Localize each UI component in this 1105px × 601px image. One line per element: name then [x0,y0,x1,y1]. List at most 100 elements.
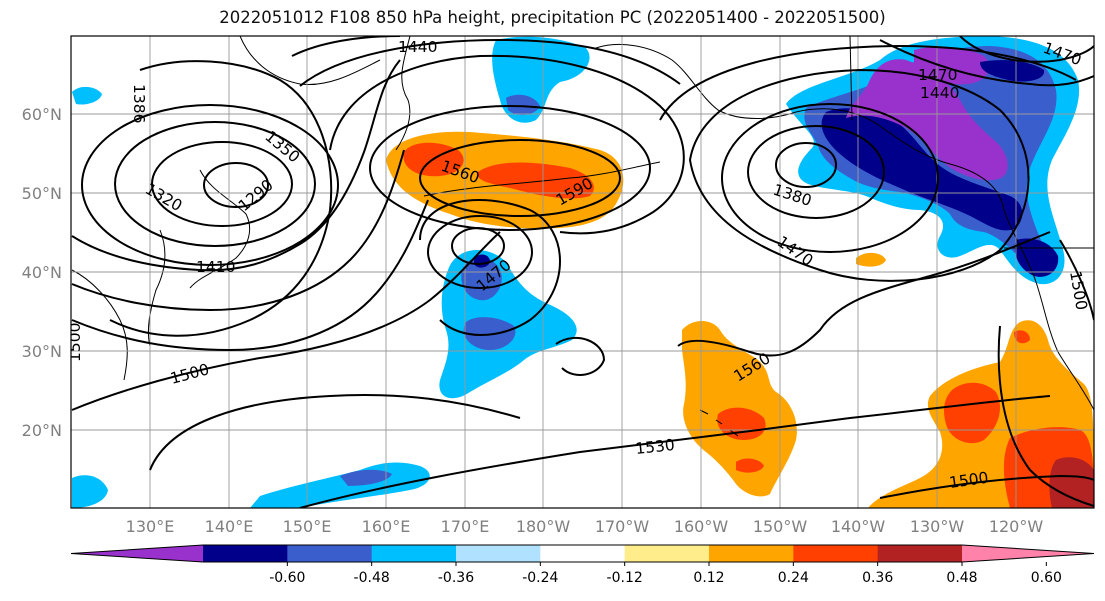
contour-low-1380 [775,142,837,188]
colorbar-tick-label: 0.24 [778,570,809,586]
colorbar-box [877,545,963,562]
contour-low-1320 [151,141,293,227]
contour-label: 1410 [196,258,235,276]
lon-label-120w: 120°W [989,517,1044,536]
contour-high-1560 [369,105,651,231]
contour-low-1440 [721,103,939,253]
colorbar-tick-label: -0.48 [354,570,390,586]
colorbar-extend-high [962,545,1094,562]
contour-low-1350 [114,121,316,247]
shade-blue-left [72,86,102,105]
contour-1530-central [419,199,561,336]
contour-1530-ec [997,325,1094,507]
colorbar-box [709,545,794,562]
lat-label-50n: 50°N [22,184,62,203]
coast-alaska-w [595,43,797,119]
colorbar-box [203,545,288,562]
shade-purple-gulf [846,59,1008,181]
colorbar: -0.60 -0.48 -0.36 -0.24 -0.12 0.12 0.24 0.36 0.4… [70,544,1095,586]
contour-label: 1440 [920,84,959,102]
shade-medblue-south [340,469,392,486]
coast-aleutians [423,161,661,197]
contour-1500-west [71,231,501,411]
contour-1560-sub [677,231,1051,357]
shade-darkred-east [1049,457,1094,508]
coast-korea [147,229,166,347]
colorbar-outline [70,544,1095,563]
coast-alaska-s [795,108,1005,211]
contour-1500-ec [1059,239,1094,321]
colorbar-tick-label: -0.60 [269,570,305,586]
contour-1470-east [688,68,1030,282]
shade-red-east [944,382,1000,444]
map-frame [70,35,1095,509]
contour-label: 1470 [918,66,957,84]
contour-1440-northeast [879,39,1094,87]
lon-label-170w: 170°W [595,517,650,536]
shade-red-hawaii [717,407,766,440]
lat-label-60n: 60°N [22,105,62,124]
contour-label: 1500 [66,323,84,362]
colorbar-tick-label: -0.12 [607,570,643,586]
lat-label-40n: 40°N [22,263,62,282]
lon-label-180w: 180°W [516,517,571,536]
contour-label: 1386 [130,84,148,123]
lat-label-30n: 30°N [22,342,62,361]
map-area: 1440 1470 1440 1386 1350 1320 1290 1410 … [66,36,1094,508]
colorbar-box [624,545,710,562]
contour-1560-central [555,336,606,376]
shade-medblue-central-2 [463,317,516,350]
colorbar-tick-label: 0.36 [862,570,893,586]
contour-low-1410 [747,125,885,219]
contour-1440-west [71,149,405,312]
coast-siberia [239,36,381,86]
lat-labels: 60°N 50°N 40°N 30°N 20°N [22,105,62,440]
shade-navy-north [980,60,1045,82]
shade-medblue-bering [506,94,540,115]
map-title: 2022051012 F108 850 hPa height, precipit… [219,8,886,27]
colorbar-tick-label: -0.24 [522,570,558,586]
colorbar-tick-label: 0.48 [946,570,977,586]
contour-label: 1440 [398,38,437,56]
colorbar-box [793,545,879,562]
lon-label-160e: 160°E [362,517,411,536]
shade-medblue-central [461,257,502,301]
coast-china [71,269,128,381]
contour-label: 1500 [948,469,990,492]
shade-blue-sw [72,475,108,508]
shade-red-east-3 [1014,330,1030,344]
lon-label-140e: 140°E [205,517,254,536]
lon-label-130w: 130°W [910,517,965,536]
lat-label-20n: 20°N [22,421,62,440]
colorbar-box [371,545,457,562]
contour-1500-north [299,38,681,87]
colorbar-box [456,545,541,562]
contour-label: 1530 [635,436,676,458]
colorbar-extend-low [71,545,203,562]
coast-mexico [1057,351,1094,411]
colorbar-tick-label: -0.36 [438,570,474,586]
contour-1500-se [879,474,1094,499]
contour-low-1290 [203,162,269,208]
contour-low-1500 [427,215,533,289]
shade-navy-gulf [821,108,1023,231]
lon-label-150w: 150°W [753,517,808,536]
contour-1530-sub [299,395,1051,508]
contour-1500-sub [149,394,521,471]
colorbar-box [540,545,626,562]
lon-labels: 130°E 140°E 150°E 160°E 170°E 180°W 170°… [126,517,1044,536]
contour-low-1380 [81,104,339,266]
lon-label-160w: 160°W [674,517,729,536]
colorbar-tick-label: 0.60 [1031,570,1062,586]
colorbar-box [287,545,373,562]
contour-1530-north [329,54,685,235]
lon-label-140w: 140°W [831,517,886,536]
lon-label-150e: 150°E [283,517,332,536]
contour-1410 [71,59,401,272]
lon-label-170e: 170°E [441,517,490,536]
coastlines [71,36,1094,437]
contour-1386-outer [109,60,333,337]
coast-kamchatka [395,36,411,151]
lon-label-130e: 130°E [126,517,175,536]
